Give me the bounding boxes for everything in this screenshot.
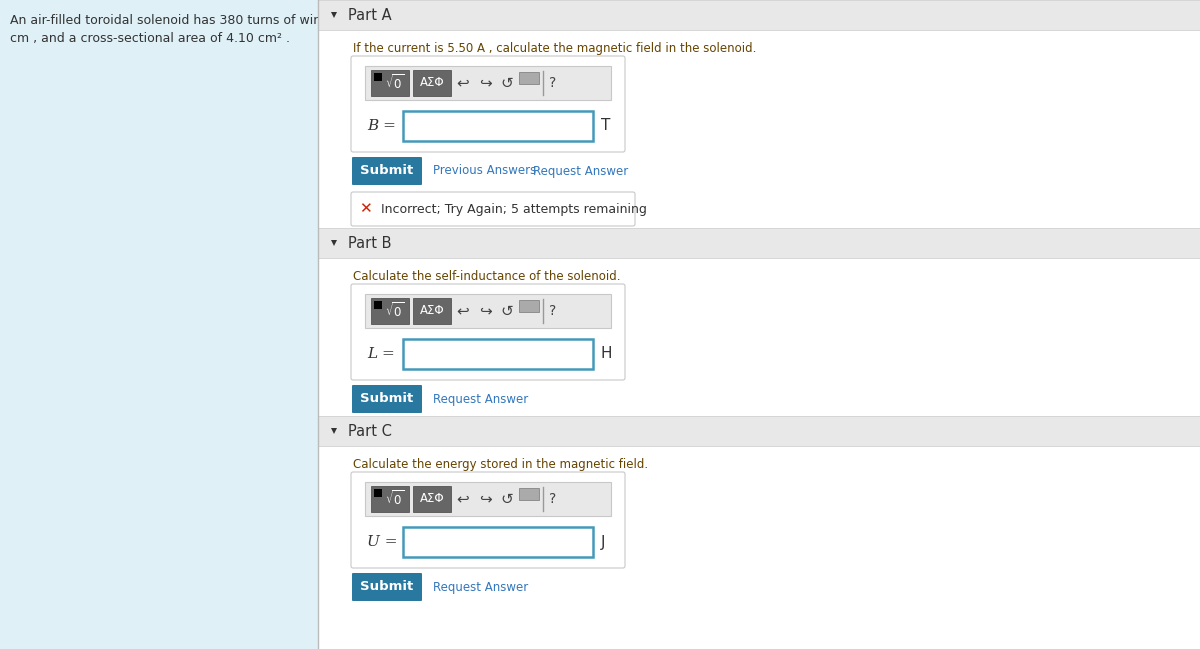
Text: cm , and a cross-sectional area of 4.10 cm² .: cm , and a cross-sectional area of 4.10 … <box>10 32 290 45</box>
Bar <box>318 228 1200 258</box>
Bar <box>318 446 1200 649</box>
Text: ↺: ↺ <box>500 491 514 506</box>
Bar <box>413 298 451 324</box>
FancyBboxPatch shape <box>352 385 422 413</box>
Text: Submit: Submit <box>360 393 414 406</box>
Text: Part C: Part C <box>348 424 392 439</box>
Text: ↪: ↪ <box>479 75 491 90</box>
Text: Part B: Part B <box>348 236 391 251</box>
Bar <box>520 488 539 500</box>
Text: ↩: ↩ <box>457 491 469 506</box>
Bar <box>371 298 409 324</box>
Bar <box>318 0 358 649</box>
Bar <box>318 30 1200 228</box>
Text: Submit: Submit <box>360 580 414 593</box>
Text: ΑΣΦ: ΑΣΦ <box>420 493 444 506</box>
Bar <box>365 482 611 516</box>
Text: Calculate the self-inductance of the solenoid.: Calculate the self-inductance of the sol… <box>353 270 620 283</box>
Bar <box>374 301 382 309</box>
Bar <box>374 73 382 81</box>
FancyBboxPatch shape <box>352 56 625 152</box>
Text: ΑΣΦ: ΑΣΦ <box>420 77 444 90</box>
Bar <box>403 111 593 141</box>
Text: ?: ? <box>550 76 557 90</box>
FancyBboxPatch shape <box>352 573 422 601</box>
Bar <box>318 0 1200 30</box>
Text: L =: L = <box>367 347 395 361</box>
FancyBboxPatch shape <box>352 284 625 380</box>
Text: $\sqrt{\mathsf{0}}$: $\sqrt{\mathsf{0}}$ <box>385 73 404 92</box>
Text: Request Answer: Request Answer <box>433 393 528 406</box>
Text: $\sqrt{\mathsf{0}}$: $\sqrt{\mathsf{0}}$ <box>385 489 404 508</box>
Bar <box>371 486 409 512</box>
Text: ↺: ↺ <box>500 75 514 90</box>
Text: ΑΣΦ: ΑΣΦ <box>420 304 444 317</box>
Bar <box>403 527 593 557</box>
Text: T: T <box>601 119 611 134</box>
Text: Request Answer: Request Answer <box>433 580 528 593</box>
Text: If the current is 5.50 A , calculate the magnetic field in the solenoid.: If the current is 5.50 A , calculate the… <box>353 42 756 55</box>
Bar <box>374 489 382 497</box>
Text: B =: B = <box>367 119 396 133</box>
FancyBboxPatch shape <box>352 472 625 568</box>
Text: An air-filled toroidal solenoid has 380 turns of wire, a mean radius of 12.5: An air-filled toroidal solenoid has 380 … <box>10 14 472 27</box>
Bar <box>365 66 611 100</box>
Bar <box>371 70 409 96</box>
Bar <box>318 416 1200 446</box>
Bar <box>520 300 539 312</box>
Text: $\sqrt{\mathsf{0}}$: $\sqrt{\mathsf{0}}$ <box>385 302 404 321</box>
Text: J: J <box>601 535 606 550</box>
Bar <box>520 72 539 84</box>
Text: Incorrect; Try Again; 5 attempts remaining: Incorrect; Try Again; 5 attempts remaini… <box>377 202 647 215</box>
Text: ✕: ✕ <box>359 201 371 217</box>
Text: Previous Answers: Previous Answers <box>433 164 536 177</box>
Text: ↺: ↺ <box>500 304 514 319</box>
Text: ↩: ↩ <box>457 304 469 319</box>
Text: ↪: ↪ <box>479 304 491 319</box>
FancyBboxPatch shape <box>352 157 422 185</box>
Text: Part A: Part A <box>348 8 391 23</box>
Text: Request Answer: Request Answer <box>533 164 629 177</box>
Text: Submit: Submit <box>360 164 414 177</box>
Text: H: H <box>601 347 612 361</box>
FancyBboxPatch shape <box>352 192 635 226</box>
Text: ↪: ↪ <box>479 491 491 506</box>
Bar <box>365 294 611 328</box>
Text: ↩: ↩ <box>457 75 469 90</box>
Bar <box>413 70 451 96</box>
Bar <box>318 258 1200 416</box>
Bar <box>403 339 593 369</box>
Text: ?: ? <box>550 304 557 318</box>
Bar <box>413 486 451 512</box>
Text: ?: ? <box>550 492 557 506</box>
Text: Calculate the energy stored in the magnetic field.: Calculate the energy stored in the magne… <box>353 458 648 471</box>
Text: U =: U = <box>367 535 397 549</box>
Bar <box>0 0 318 649</box>
